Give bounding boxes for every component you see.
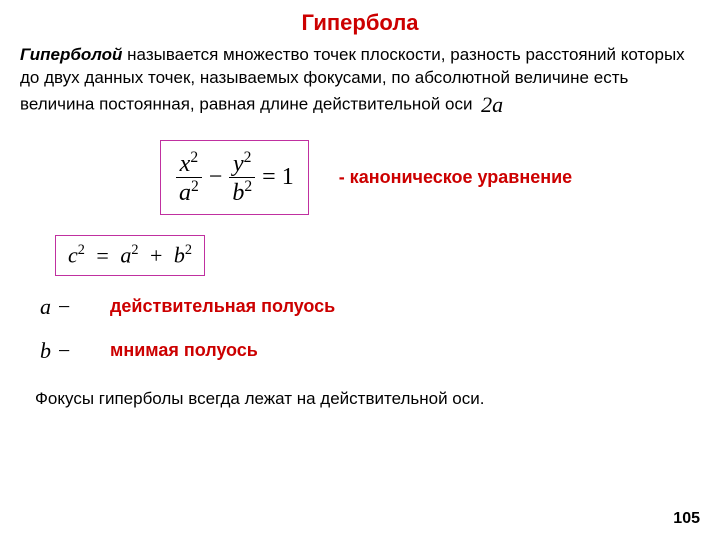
two-a-symbol: 2a: [481, 90, 503, 120]
real-semiaxis-row: a − действительная полуось: [20, 294, 700, 320]
equals-sign: =: [262, 164, 276, 191]
imaginary-semiaxis-label: мнимая полуось: [110, 340, 258, 361]
c-equation-row: c2 = a2 + b2: [55, 235, 700, 275]
definition-paragraph: Гиперболой называется множество точек пл…: [20, 44, 700, 120]
definition-term: Гиперболой: [20, 45, 122, 64]
b-symbol: b −: [20, 338, 80, 364]
c-equation-box: c2 = a2 + b2: [55, 235, 205, 275]
footer-statement: Фокусы гиперболы всегда лежат на действи…: [35, 389, 700, 409]
rhs-one: 1: [282, 164, 294, 191]
slide-title: Гипербола: [20, 10, 700, 36]
minus-sign: −: [209, 164, 223, 191]
fraction-y: y2 b2: [228, 149, 256, 207]
real-semiaxis-label: действительная полуось: [110, 296, 335, 317]
page-number: 105: [673, 510, 700, 528]
canonical-equation-row: x2 a2 − y2 b2 =1 - каноническое уравнени…: [160, 140, 700, 216]
imaginary-semiaxis-row: b − мнимая полуось: [20, 338, 700, 364]
fraction-x: x2 a2: [175, 149, 203, 207]
canonical-equation-box: x2 a2 − y2 b2 =1: [160, 140, 309, 216]
a-symbol: a −: [20, 294, 80, 320]
canonical-label: - каноническое уравнение: [339, 167, 573, 188]
